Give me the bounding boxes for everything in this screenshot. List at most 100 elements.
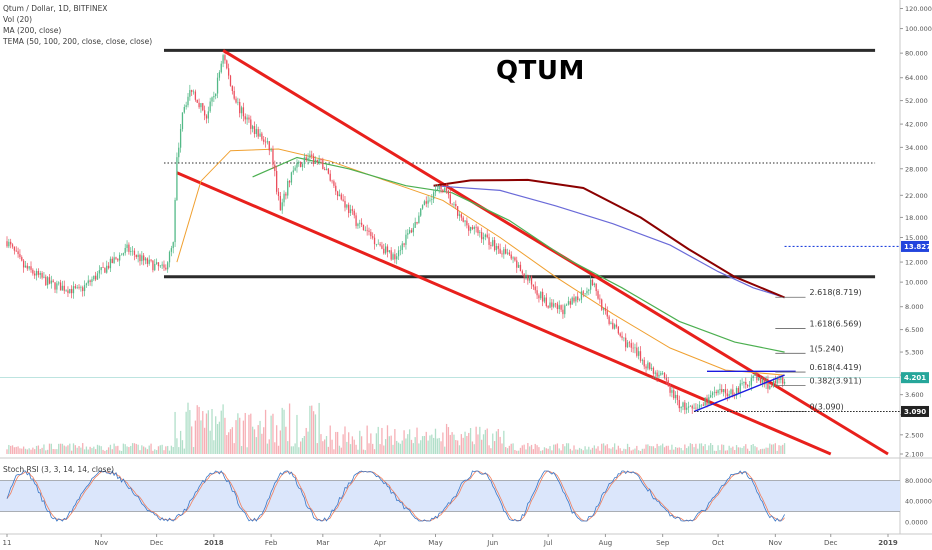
candle-body (567, 301, 570, 305)
volume-bar (569, 448, 571, 454)
volume-bar (427, 440, 429, 454)
volume-bar (482, 434, 485, 454)
volume-bar (364, 450, 366, 454)
candle-body (652, 367, 655, 374)
volume-bar (495, 431, 498, 454)
time-tick-label: Jun (486, 539, 498, 547)
volume-bar (383, 445, 385, 454)
volume-bar (322, 441, 324, 454)
candle-body (370, 231, 372, 237)
volume-bar (573, 445, 575, 454)
ma-line (433, 178, 785, 299)
volume-bar (93, 446, 95, 454)
volume-bar (638, 450, 640, 454)
candle-body (702, 404, 704, 406)
candle-body (251, 126, 254, 129)
horizontal-levels[interactable] (163, 48, 876, 279)
volume-bar (239, 417, 241, 454)
ma-legend[interactable]: MA (200, close) (3, 26, 62, 35)
volume-bar (235, 420, 237, 454)
volume-bar (196, 405, 198, 454)
candle-body (274, 164, 276, 171)
candle-body (152, 260, 154, 271)
candle-body (65, 290, 67, 292)
candle-body (754, 374, 756, 376)
volume-bar (734, 450, 736, 454)
volume-bar (76, 447, 78, 454)
candle-body (469, 227, 472, 231)
triangle-line (693, 374, 785, 413)
volume-bar (375, 433, 378, 454)
stoch-tick-label: 0.0000 (905, 519, 928, 527)
volume-bar (205, 413, 208, 454)
volume-bar (645, 444, 647, 454)
time-axis[interactable]: 11 Nov Dec 2018 Feb Mar Apr May Jun Jul Aug Sep Oct N… (3, 534, 898, 547)
fibonacci-extension[interactable]: 2.618(8.719) 1.618(6.569) 1(5.240) 0.618(4.… (0, 245, 900, 412)
tema-legend[interactable]: TEMA (50, 100, 200, close, close, close) (3, 37, 153, 46)
price-tick-label: 8.000 (905, 303, 924, 311)
candle-body (774, 380, 776, 384)
volume-bar (111, 449, 113, 454)
volume-bar (159, 445, 161, 454)
candle-body (780, 377, 782, 380)
time-tick-label: Nov (94, 539, 108, 547)
volume-bar (32, 447, 34, 454)
volume-bar (678, 447, 680, 454)
candle-body (460, 214, 462, 218)
candle-body (270, 149, 272, 151)
volume-bar (305, 427, 307, 454)
candle-body (122, 253, 125, 255)
candle-body (76, 287, 78, 288)
candle-body (95, 275, 97, 280)
volume-bar (82, 443, 84, 454)
candle-body (15, 250, 17, 252)
stoch-rsi-pane: 80.0000 40.0000 0.0000 (0, 470, 932, 527)
volume-bar (253, 429, 256, 454)
volume-bar (503, 430, 505, 454)
candle-body (408, 230, 411, 234)
volume-bar (19, 448, 21, 454)
volume-bar (449, 434, 451, 454)
volume-bar (349, 444, 352, 454)
candle-body (565, 304, 568, 306)
candle-body (261, 133, 263, 140)
descending-channel[interactable] (176, 49, 889, 456)
candle-body (292, 170, 294, 173)
candle-body (285, 193, 287, 196)
candle-body (144, 258, 147, 261)
candle-body (617, 326, 619, 334)
candle-body (344, 200, 346, 208)
candle-body (560, 305, 562, 310)
candle-body (191, 90, 193, 92)
candle-body (316, 159, 318, 162)
stoch-band (0, 480, 900, 512)
volume-bar (48, 443, 51, 454)
volume-bar (750, 444, 752, 454)
volume-bar (61, 443, 64, 454)
volume-bar (113, 443, 115, 454)
volume-legend[interactable]: Vol (20) (3, 15, 33, 24)
volume-bar (462, 437, 464, 454)
volume-bar (497, 428, 499, 454)
triangle-pattern[interactable] (693, 370, 796, 413)
volume-bar (21, 448, 23, 454)
candle-body (137, 254, 139, 257)
stoch-legend[interactable]: Stoch RSI (3, 3, 14, 14, close) (3, 465, 114, 474)
price-axis[interactable]: 120.000 100.000 80.000 64.000 52.000 42.000 34… (900, 5, 932, 459)
volume-bar (571, 450, 573, 454)
volume-bar (167, 445, 169, 454)
candle-body (769, 386, 771, 389)
volume-bar (277, 445, 280, 454)
candle-body (360, 222, 363, 225)
stoch-d-line (6, 470, 785, 522)
symbol-legend[interactable]: Qtum / Dollar, 1D, BITFINEX (3, 4, 108, 13)
volume-bars (6, 402, 786, 454)
price-tags: 13.827 4.201 3.090 (901, 240, 931, 417)
volume-bar (372, 443, 374, 454)
candle-body (335, 185, 337, 192)
volume-bar (626, 443, 629, 454)
candle-body (638, 351, 640, 356)
candle-body (154, 263, 156, 271)
volume-bar (477, 434, 479, 454)
